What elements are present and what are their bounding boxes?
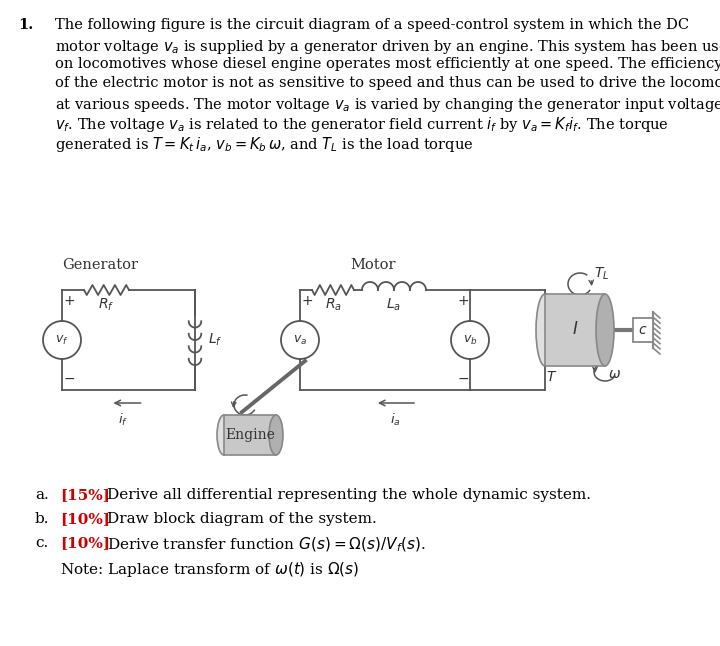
Text: 1.: 1.	[18, 18, 33, 32]
Text: $c$: $c$	[639, 323, 648, 337]
Text: $v_a$: $v_a$	[293, 333, 307, 346]
Text: $i_a$: $i_a$	[390, 412, 400, 428]
Text: $v_f$. The voltage $v_a$ is related to the generator field current $i_f$ by $v_a: $v_f$. The voltage $v_a$ is related to t…	[55, 116, 669, 134]
Text: c.: c.	[35, 536, 48, 550]
Text: Derive all differential representing the whole dynamic system.: Derive all differential representing the…	[107, 488, 591, 502]
Text: a.: a.	[35, 488, 49, 502]
Bar	[224, 415, 276, 455]
Text: Note: Laplace transform of $\omega(t)$ is $\Omega(s)$: Note: Laplace transform of $\omega(t)$ i…	[60, 560, 359, 579]
Text: $i_f$: $i_f$	[119, 412, 129, 428]
Ellipse shape	[269, 415, 283, 455]
Bar	[545, 294, 605, 366]
Text: Motor: Motor	[350, 258, 395, 272]
Text: on locomotives whose diesel engine operates most efficiently at one speed. The e: on locomotives whose diesel engine opera…	[55, 57, 720, 71]
Text: +: +	[457, 294, 469, 308]
Text: $R_a$: $R_a$	[325, 297, 341, 313]
Text: −: −	[457, 372, 469, 386]
Text: [10%]: [10%]	[60, 512, 110, 526]
Text: motor voltage $v_a$ is supplied by a generator driven by an engine. This system : motor voltage $v_a$ is supplied by a gen…	[55, 37, 720, 56]
Text: $T$: $T$	[546, 370, 557, 384]
Text: Draw block diagram of the system.: Draw block diagram of the system.	[107, 512, 377, 526]
Bar	[633, 318, 653, 342]
Ellipse shape	[217, 415, 231, 455]
Text: +: +	[63, 294, 75, 308]
Text: [10%]: [10%]	[60, 536, 110, 550]
Text: Generator: Generator	[62, 258, 138, 272]
Text: $v_f$: $v_f$	[55, 333, 69, 346]
Text: −: −	[63, 372, 75, 386]
Text: $I$: $I$	[572, 322, 578, 339]
Text: $T_L$: $T_L$	[594, 266, 609, 282]
Text: Derive transfer function $G(s) = \Omega(s)/V_f(s)$.: Derive transfer function $G(s) = \Omega(…	[107, 536, 426, 554]
Text: generated is $T = K_t\, i_a$, $v_b = K_b\, \omega$, and $T_L$ is the load torque: generated is $T = K_t\, i_a$, $v_b = K_b…	[55, 135, 474, 154]
Text: $L_f$: $L_f$	[208, 332, 222, 348]
Ellipse shape	[596, 294, 614, 366]
Text: $L_a$: $L_a$	[387, 297, 402, 313]
Text: $\omega$: $\omega$	[608, 367, 621, 381]
Text: b.: b.	[35, 512, 50, 526]
Text: at various speeds. The motor voltage $v_a$ is varied by changing the generator i: at various speeds. The motor voltage $v_…	[55, 96, 720, 114]
Text: of the electric motor is not as sensitive to speed and thus can be used to drive: of the electric motor is not as sensitiv…	[55, 76, 720, 90]
Text: Engine: Engine	[225, 428, 275, 442]
Text: $R_f$: $R_f$	[99, 297, 114, 313]
Text: [15%]: [15%]	[60, 488, 110, 502]
Text: The following figure is the circuit diagram of a speed-control system in which t: The following figure is the circuit diag…	[55, 18, 689, 32]
Ellipse shape	[536, 294, 554, 366]
Text: +: +	[301, 294, 312, 308]
Text: $v_b$: $v_b$	[463, 333, 477, 346]
